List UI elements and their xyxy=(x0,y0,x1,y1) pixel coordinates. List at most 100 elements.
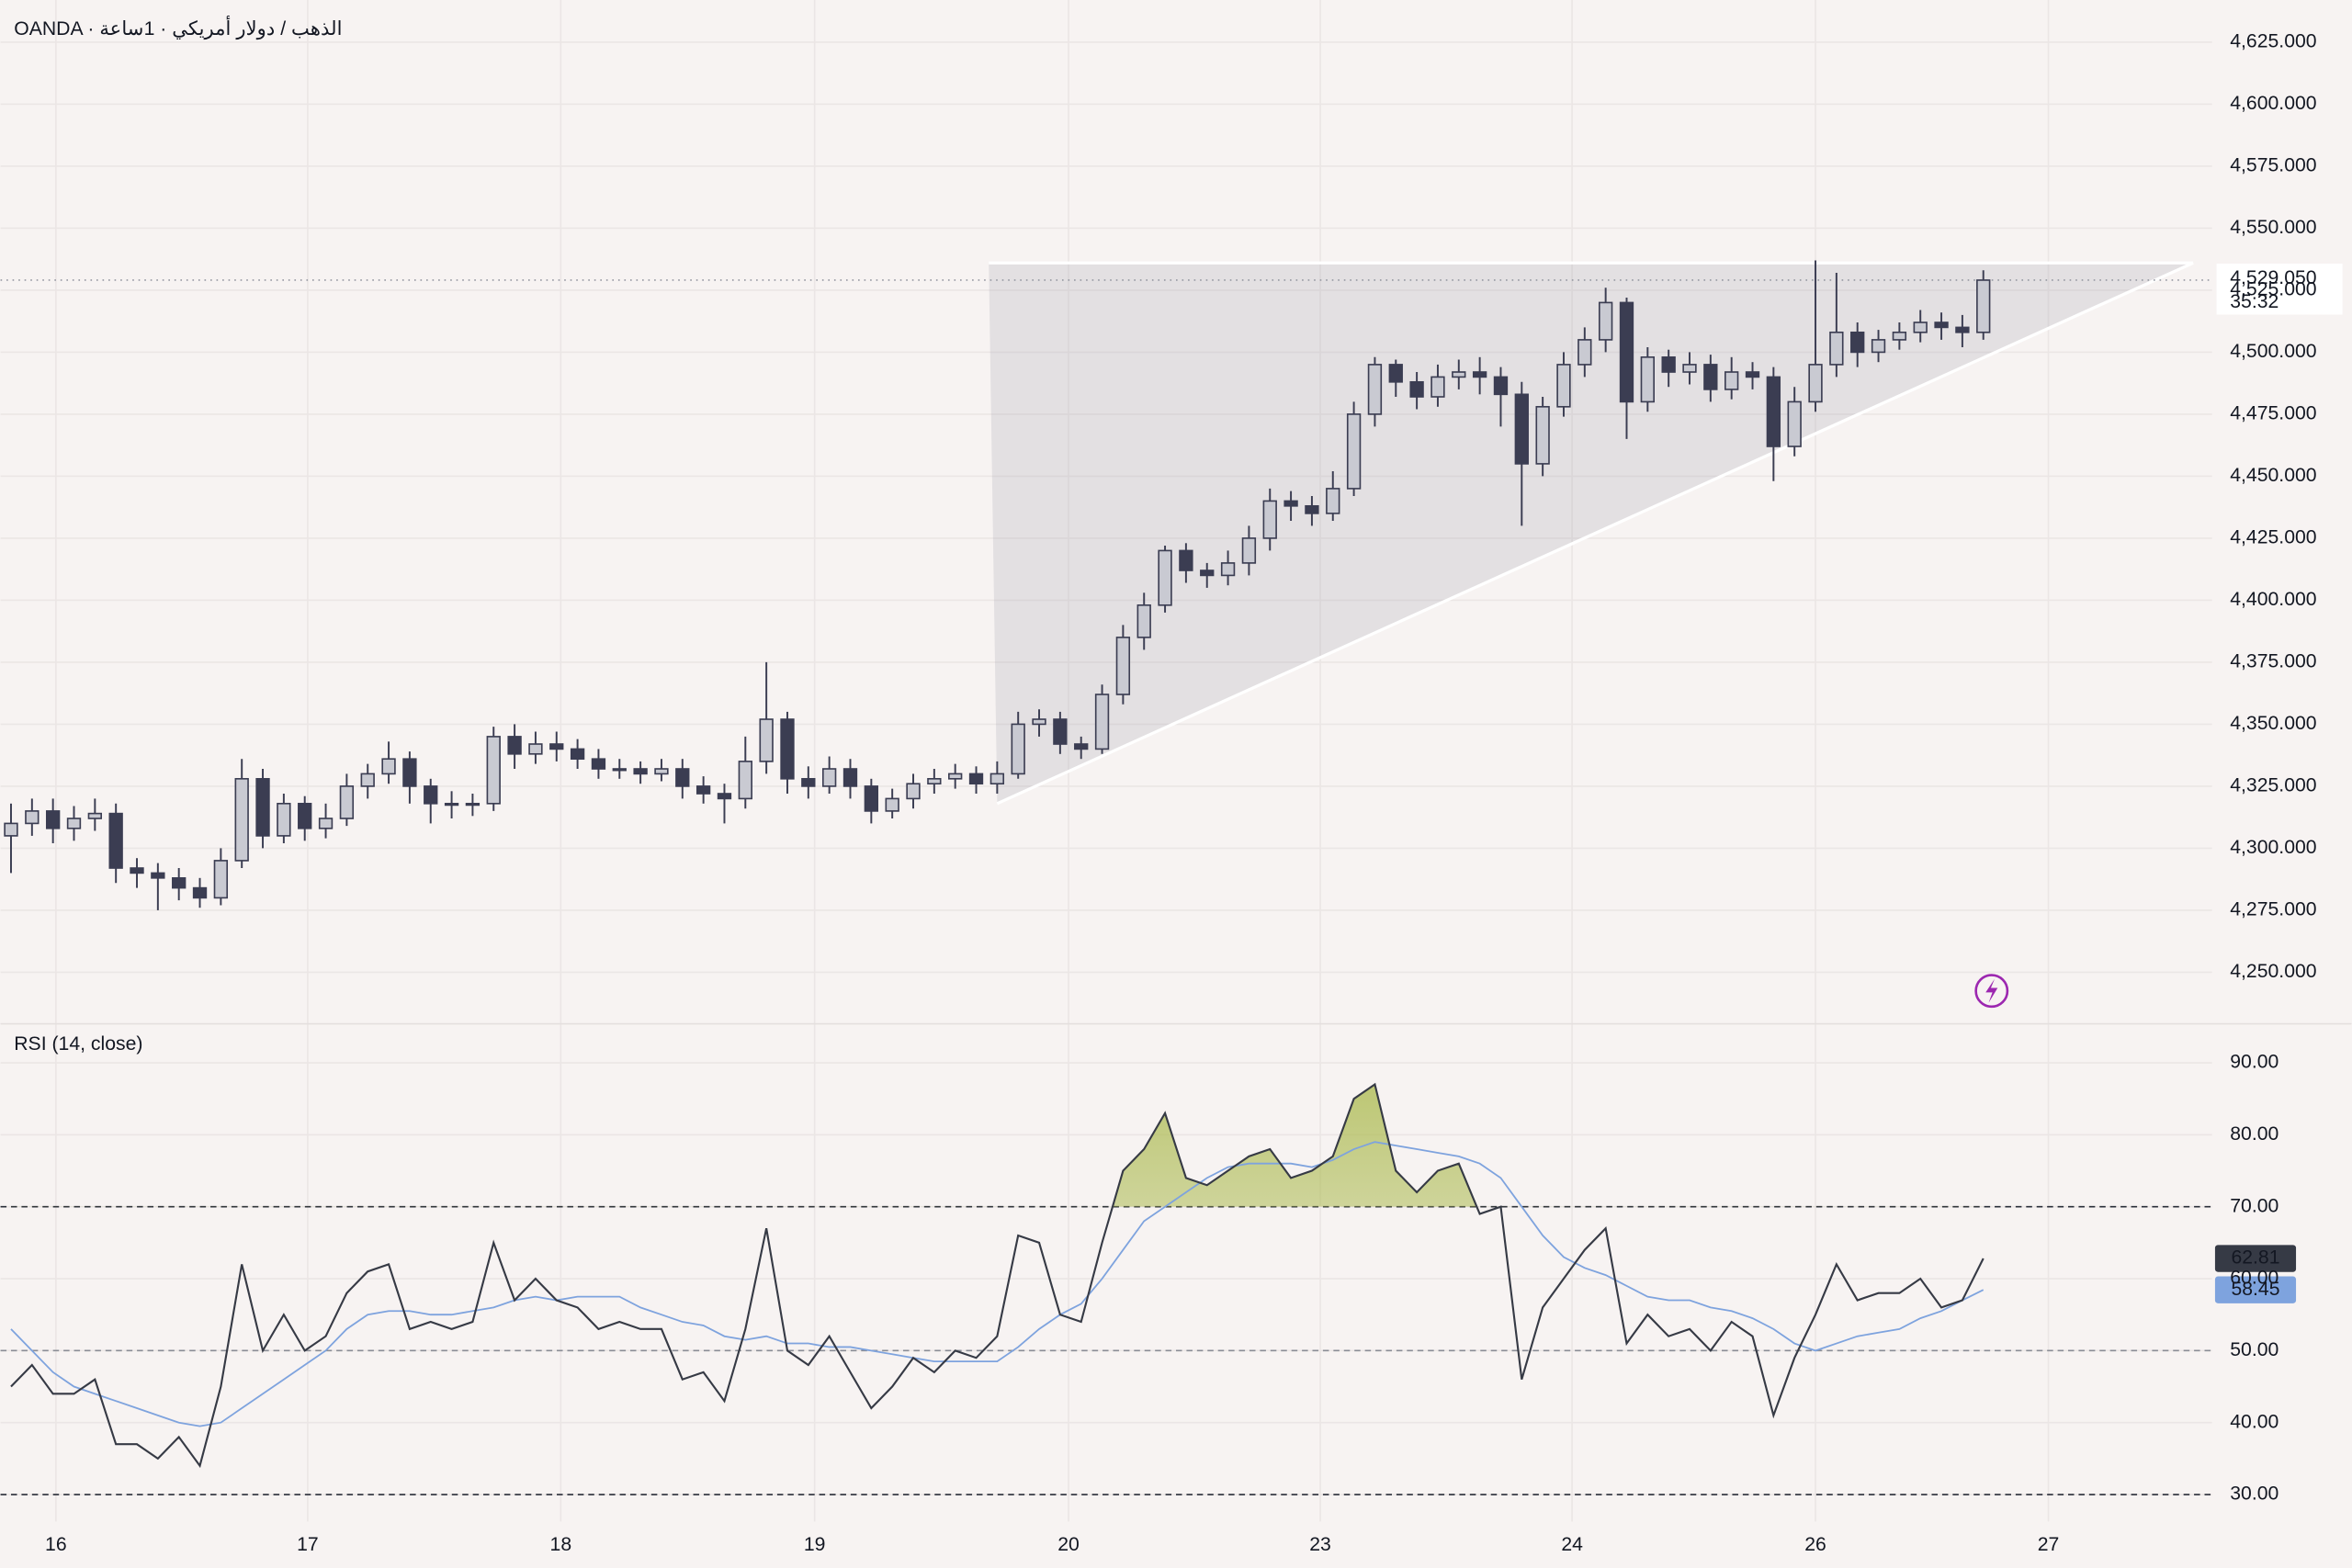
candle-body xyxy=(675,768,690,787)
candle-body xyxy=(570,748,585,761)
candle-body xyxy=(1808,364,1823,403)
y-tick-label: 4,350.000 xyxy=(2230,713,2316,734)
candle-body xyxy=(1409,380,1424,398)
candle-body xyxy=(1577,339,1592,366)
candle-body xyxy=(1850,331,1865,354)
candle-body xyxy=(381,758,396,775)
candle-body xyxy=(424,785,438,805)
candle-body xyxy=(1976,279,1991,333)
x-tick-label: 24 xyxy=(1561,1534,1583,1555)
candle-body xyxy=(1619,301,1634,403)
candle-body xyxy=(108,812,123,869)
candle-body xyxy=(948,773,963,780)
candle-body xyxy=(1913,321,1928,333)
candle-body xyxy=(298,802,312,829)
x-tick-label: 17 xyxy=(297,1534,319,1555)
triangle-hypotenuse xyxy=(996,261,2194,806)
candle-body xyxy=(1220,562,1236,577)
countdown-label: 35:32 xyxy=(2230,291,2278,312)
candle-body xyxy=(1430,376,1445,398)
candle-body xyxy=(801,777,816,787)
y-tick-label: 4,375.000 xyxy=(2230,651,2316,672)
candle-body xyxy=(1598,301,1613,341)
candle-body xyxy=(1766,376,1781,447)
candle-body xyxy=(1514,393,1529,465)
candle-body xyxy=(1787,400,1802,447)
candle-body xyxy=(759,718,774,762)
candle-body xyxy=(1724,371,1739,390)
candle-body xyxy=(1158,549,1172,606)
candle-body xyxy=(172,876,187,889)
candle-body xyxy=(234,777,249,862)
candle-body xyxy=(1703,364,1718,390)
rsi-tick-label: 70.00 xyxy=(2230,1195,2278,1216)
y-tick-label: 4,275.000 xyxy=(2230,899,2316,920)
y-tick-label: 4,525.000 xyxy=(2230,279,2316,300)
candle-body xyxy=(318,818,334,829)
candle-body xyxy=(360,773,375,787)
candle-body xyxy=(1179,549,1193,571)
y-tick-label: 4,475.000 xyxy=(2230,403,2316,424)
candle-body xyxy=(339,785,355,819)
candle-body xyxy=(1871,339,1886,354)
candle-body xyxy=(821,768,837,787)
rsi-tick-label: 80.00 xyxy=(2230,1123,2278,1145)
candle-body xyxy=(151,872,165,879)
candle-body xyxy=(528,743,543,755)
candle-body xyxy=(486,736,501,805)
candle-body xyxy=(213,860,229,899)
alert-icon[interactable] xyxy=(1974,974,2009,1009)
rsi-tick-label: 40.00 xyxy=(2230,1411,2278,1432)
candle-body xyxy=(1829,331,1844,366)
candle-body xyxy=(1934,321,1949,329)
candle-body xyxy=(927,777,942,785)
candle-body xyxy=(1661,355,1676,373)
rsi-tick-label: 60.00 xyxy=(2230,1268,2278,1289)
y-tick-label: 4,600.000 xyxy=(2230,93,2316,114)
candle-body xyxy=(4,822,18,837)
last-price-label: 4,529.050 xyxy=(2230,267,2316,288)
candle-body xyxy=(780,718,795,780)
x-tick-label: 16 xyxy=(45,1534,67,1555)
candle-body xyxy=(1745,371,1760,378)
rsi-title: RSI (14, close) xyxy=(14,1033,142,1055)
candle-body xyxy=(87,812,103,819)
x-tick-label: 23 xyxy=(1309,1534,1331,1555)
candle-body xyxy=(1326,488,1340,514)
candle-body xyxy=(1011,723,1025,775)
candle-body xyxy=(1367,364,1383,415)
candle-body xyxy=(1640,355,1655,403)
candle-body xyxy=(1388,364,1403,383)
candle-body xyxy=(1493,376,1509,396)
candle-body xyxy=(1892,331,1907,341)
candle-body xyxy=(1535,405,1550,465)
rsi-tick-label: 90.00 xyxy=(2230,1052,2278,1073)
x-tick-label: 18 xyxy=(550,1534,572,1555)
candle-body xyxy=(885,797,899,812)
candle-body xyxy=(1262,500,1277,539)
candle-body xyxy=(654,768,669,775)
y-tick-label: 4,400.000 xyxy=(2230,589,2316,610)
x-tick-label: 26 xyxy=(1804,1534,1826,1555)
candle-body xyxy=(277,802,291,837)
rsi-value-label: 58.45 xyxy=(2231,1279,2279,1300)
candle-body xyxy=(906,783,921,800)
candle-body xyxy=(1136,604,1151,638)
last-price-box xyxy=(2216,264,2343,315)
candle-body xyxy=(1452,371,1466,378)
x-tick-label: 19 xyxy=(804,1534,826,1555)
y-tick-label: 4,575.000 xyxy=(2230,155,2316,176)
candle-body xyxy=(1074,743,1089,750)
candle-body xyxy=(1032,718,1046,726)
y-tick-label: 4,300.000 xyxy=(2230,837,2316,858)
candle-body xyxy=(192,886,208,899)
candle-body xyxy=(1200,570,1215,577)
y-tick-label: 4,550.000 xyxy=(2230,217,2316,238)
candle-body xyxy=(968,773,984,785)
rsi-value-label: 62.81 xyxy=(2231,1247,2279,1269)
y-tick-label: 4,450.000 xyxy=(2230,465,2316,486)
candle-body xyxy=(864,785,878,812)
